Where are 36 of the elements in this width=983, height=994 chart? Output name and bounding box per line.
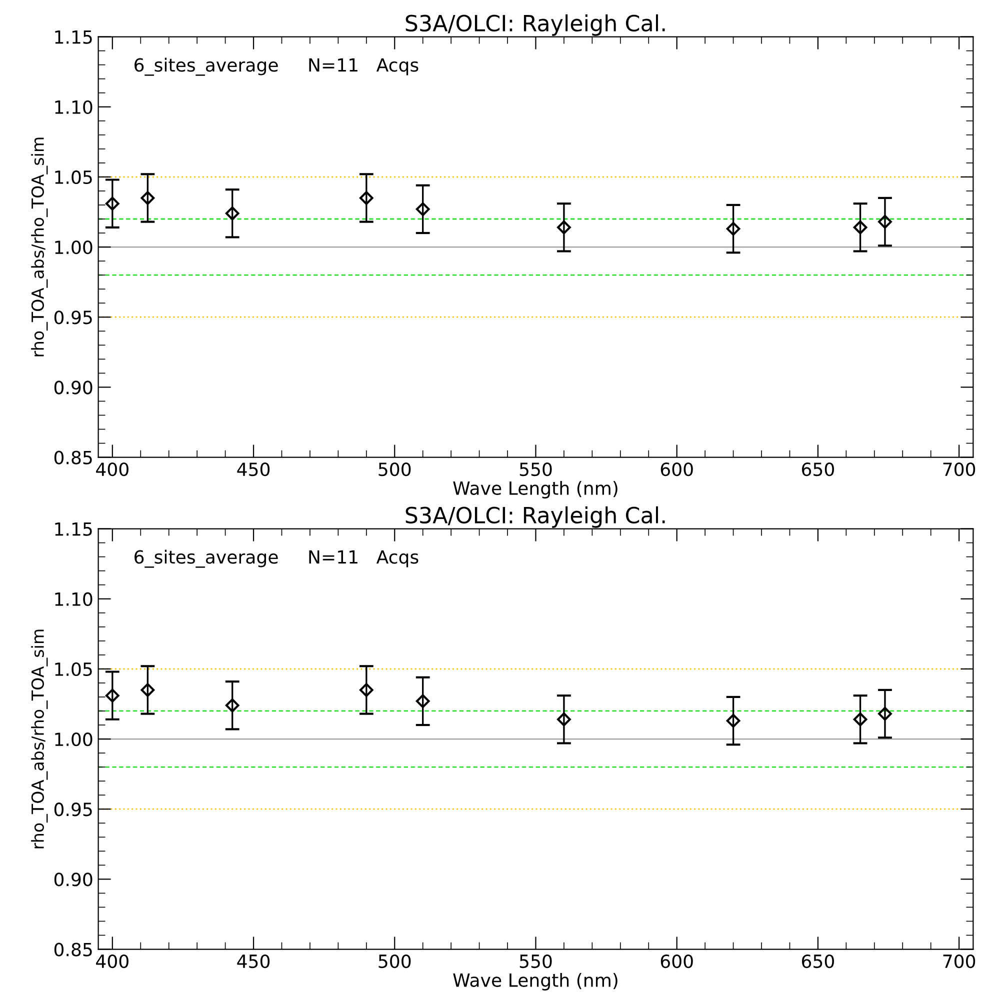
y-tick-label: 0.95 <box>54 310 92 324</box>
y-axis-title: rho_TOA_abs/rho_TOA_sim <box>31 138 48 356</box>
y-tick-label: 0.95 <box>54 802 92 816</box>
y-tick-label: 1.00 <box>55 240 92 254</box>
x-tick-label: 400 <box>96 462 128 476</box>
x-tick-label: 500 <box>378 954 411 968</box>
y-tick-label: 0.85 <box>54 942 92 956</box>
x-tick-label: 650 <box>802 462 834 476</box>
x-tick-label: 700 <box>943 954 976 968</box>
y-tick-label: 1.05 <box>55 170 92 184</box>
y-tick-label: 1.10 <box>55 100 92 114</box>
x-tick-label: 700 <box>943 462 976 476</box>
annotation: 6_sites_average N=11 Acqs <box>134 58 418 76</box>
x-axis-title: Wave Length (nm) <box>453 972 618 990</box>
y-tick-label: 1.15 <box>55 522 92 536</box>
y-axis-title: rho_TOA_abs/rho_TOA_sim <box>31 630 48 848</box>
y-tick-label: 0.90 <box>54 872 92 886</box>
x-tick-label: 600 <box>660 462 693 476</box>
x-tick-label: 650 <box>802 954 834 968</box>
x-tick-label: 450 <box>237 462 270 476</box>
annotation: 6_sites_average N=11 Acqs <box>134 550 418 568</box>
chart-title: S3A/OLCI: Rayleigh Cal. <box>406 14 665 36</box>
y-tick-label: 0.85 <box>54 450 92 464</box>
y-tick-label: 1.10 <box>55 592 92 606</box>
chart-title: S3A/OLCI: Rayleigh Cal. <box>406 506 665 528</box>
x-tick-label: 600 <box>660 954 693 968</box>
x-tick-label: 400 <box>96 954 128 968</box>
x-tick-label: 550 <box>520 462 552 476</box>
x-tick-label: 550 <box>520 954 552 968</box>
y-tick-label: 1.15 <box>55 30 92 44</box>
y-tick-label: 1.00 <box>55 732 92 746</box>
x-axis-title: Wave Length (nm) <box>453 481 618 498</box>
x-tick-label: 500 <box>378 462 411 476</box>
y-tick-label: 0.90 <box>54 380 92 394</box>
y-tick-label: 1.05 <box>55 662 92 676</box>
x-tick-label: 450 <box>237 954 270 968</box>
